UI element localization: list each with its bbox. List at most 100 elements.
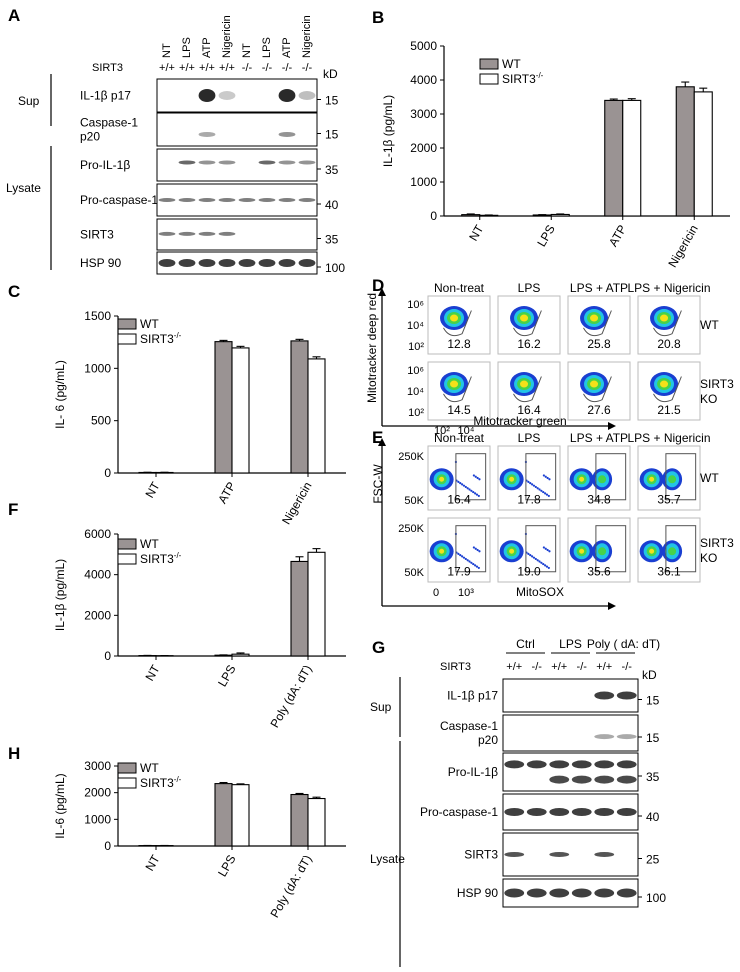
scatter-dot (468, 560, 471, 563)
panel-label-a: A (8, 6, 21, 25)
lane-label: NT (161, 43, 173, 58)
scatter-dot (547, 566, 550, 570)
blot-band (298, 259, 316, 267)
genotype-label: -/- (262, 62, 273, 74)
panel-label-b: B (372, 8, 385, 27)
blot-band (594, 760, 615, 769)
scatter-dot (466, 487, 469, 490)
scatter-dot (542, 562, 545, 566)
scatter-dot (457, 552, 460, 555)
legend-label-text: WT (140, 317, 159, 331)
y-tick-label: 0 (104, 839, 111, 853)
genotype-label: +/+ (219, 62, 235, 74)
flow-condition-label: LPS + ATP (570, 431, 628, 445)
flow-condition-label: LPS (518, 431, 541, 445)
y-tick-label: 1000 (410, 175, 437, 189)
scatter-dot (540, 489, 543, 492)
blot-band (178, 160, 196, 165)
density-blob (450, 314, 459, 322)
flow-x-tick: 0 (433, 587, 439, 599)
y-axis-label: IL-1β (pg/mL) (53, 559, 67, 631)
scatter-dot (468, 488, 471, 491)
blot-row-label-line: SIRT3 (464, 848, 498, 862)
y-tick-label: 2000 (84, 608, 111, 622)
density-blob (439, 476, 445, 482)
sirt3-header: SIRT3 (440, 661, 471, 673)
blot-row-label-line: HSP 90 (457, 886, 498, 900)
lane-label: NT (241, 43, 253, 58)
flow-cytometry-e: Non-treat LPS LPS + ATP LPS + Nigericin 16.4… (371, 431, 734, 610)
y-tick-label: 500 (91, 414, 111, 428)
blot-band (526, 888, 547, 898)
scatter-dot (534, 557, 537, 561)
blot-band (298, 91, 316, 100)
arrow-head (608, 422, 616, 430)
blot-band (178, 259, 196, 267)
flow-y-tick: 10⁴ (407, 386, 424, 398)
scatter-dot (532, 484, 536, 487)
legend-label: WT (140, 317, 159, 331)
scatter-dot (472, 546, 475, 549)
kd-value: 15 (646, 731, 660, 745)
legend-label-text: WT (140, 761, 159, 775)
scatter-dot (544, 564, 547, 567)
scatter-dot (470, 561, 473, 564)
gate (525, 525, 557, 573)
scatter-dot (476, 548, 479, 552)
scatter-dot (542, 546, 545, 549)
scatter-dot (534, 485, 537, 489)
scatter-dot (545, 493, 549, 496)
density-blob (579, 476, 585, 482)
x-tick-label: LPS (534, 223, 557, 250)
scatter-dot (548, 478, 551, 481)
y-tick-label: 1000 (84, 361, 111, 375)
legend-label-sup: -/- (174, 775, 182, 784)
legend-label: WT (502, 57, 521, 71)
x-tick-label: ATP (606, 223, 629, 249)
y-axis-label: IL-6 (pg/mL) (53, 773, 67, 838)
flow-row-label-line: SIRT3 (700, 536, 734, 550)
bar-chart-b: 0 1000 2000 3000 4000 5000 IL-1β (pg/mL) NT LPS A… (381, 39, 730, 270)
blot-band (549, 808, 570, 816)
blot-band (526, 760, 547, 769)
y-tick-label: 2000 (410, 141, 437, 155)
panel-label-e: E (372, 428, 384, 447)
blot-strip (502, 678, 639, 713)
density-blob (649, 476, 655, 482)
blot-row-label: Pro-IL-1β (80, 158, 130, 172)
gate (455, 525, 487, 573)
gate (583, 376, 612, 403)
kd-value: 40 (325, 198, 339, 212)
lane-label: Nigericin (301, 15, 313, 58)
blot-band (158, 259, 176, 267)
flow-value: 36.1 (657, 565, 681, 579)
blot-row-label-line: HSP 90 (80, 256, 121, 270)
y-tick-label: 2000 (84, 786, 111, 800)
lane-label: LPS (261, 37, 273, 58)
blot-band (594, 808, 615, 816)
blot-row-label: Pro-caspase-1 (80, 193, 158, 207)
legend-label: SIRT3-/- (140, 331, 182, 346)
flow-value: 20.8 (657, 337, 681, 351)
flow-value: 34.8 (587, 493, 611, 507)
blot-band (504, 760, 525, 769)
gate (583, 310, 612, 337)
blot-band (549, 852, 570, 857)
legend-swatch (117, 553, 137, 565)
blot-band (158, 198, 176, 202)
bar (290, 793, 309, 847)
density-blob (520, 314, 529, 322)
blot-band (571, 775, 592, 784)
legend-label-text: SIRT3 (140, 552, 174, 566)
blot-row-label-line: p20 (478, 733, 498, 747)
blot-band (278, 198, 296, 202)
blot-band (549, 888, 570, 898)
y-tick-label: 6000 (84, 527, 111, 541)
flow-x-tick: 10³ (458, 587, 474, 599)
legend-swatch (479, 58, 499, 70)
density-blob (450, 380, 459, 388)
scatter-dot (466, 559, 469, 562)
y-tick-label: 5000 (410, 39, 437, 53)
gate (595, 525, 627, 573)
scatter-dot (459, 482, 462, 485)
